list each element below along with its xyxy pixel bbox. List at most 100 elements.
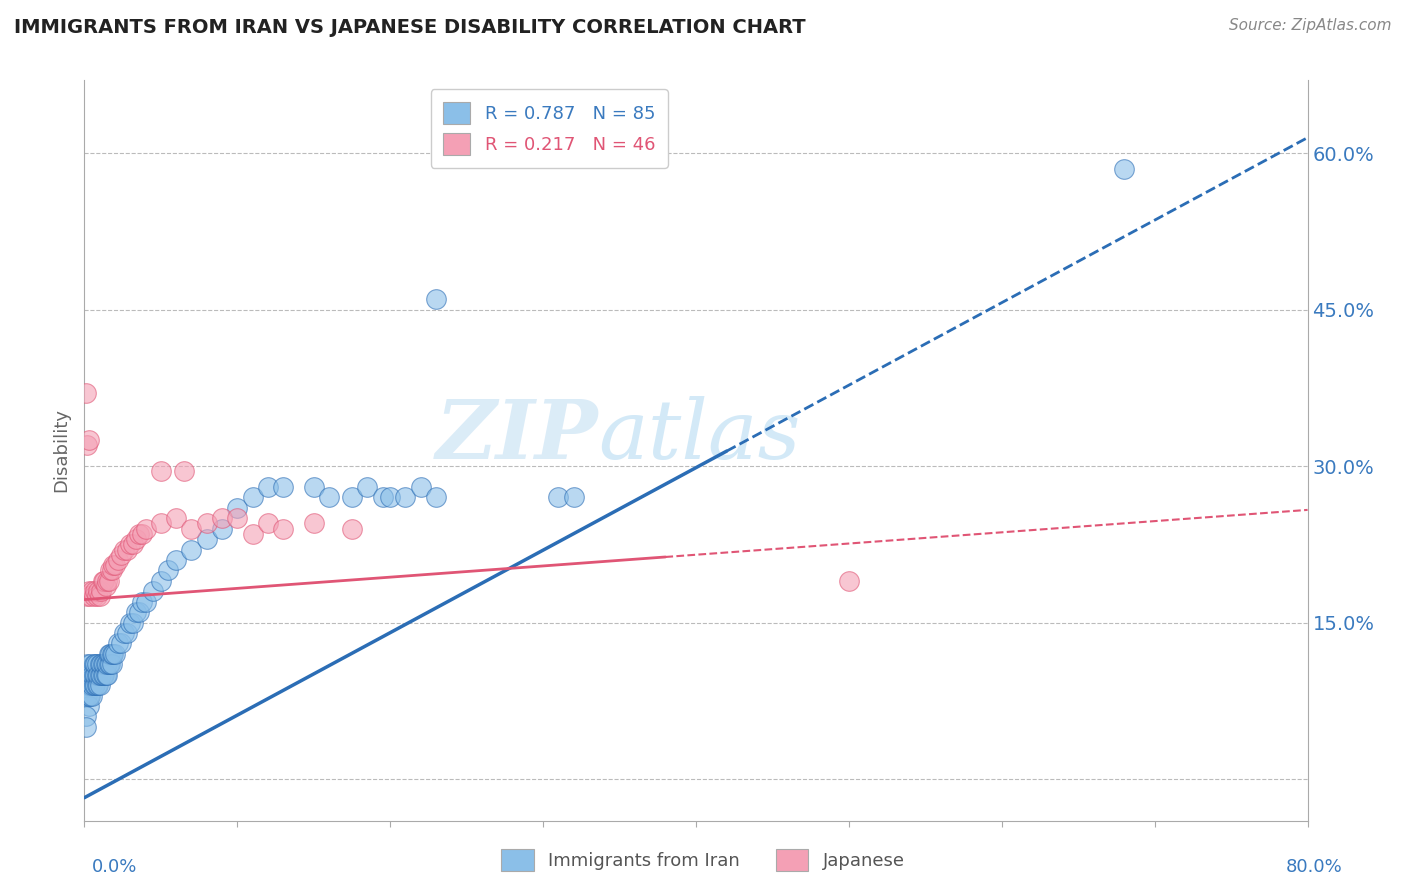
Point [142, 584, 165, 599]
Point [394, 491, 416, 505]
Point [115, 626, 138, 640]
Point [562, 491, 585, 505]
Point [409, 480, 432, 494]
Point [104, 558, 127, 573]
Point [135, 595, 157, 609]
Point [157, 563, 180, 577]
Point [87, 584, 110, 599]
Point [110, 548, 132, 562]
Point [242, 491, 264, 505]
Legend: Immigrants from Iran, Japanese: Immigrants from Iran, Japanese [494, 842, 912, 879]
Point [98, 657, 121, 672]
Point [79, 678, 101, 692]
Point [211, 511, 233, 525]
Point [103, 558, 125, 573]
Point [77, 433, 100, 447]
Point [104, 647, 127, 661]
Point [96, 574, 118, 588]
Point [318, 491, 340, 505]
Point [107, 636, 129, 650]
Point [77, 678, 100, 692]
Point [75, 386, 97, 401]
Point [93, 574, 115, 588]
Point [84, 657, 107, 672]
Point [94, 579, 117, 593]
Point [75, 720, 97, 734]
Point [340, 522, 363, 536]
Point [80, 584, 103, 599]
Point [103, 647, 125, 661]
Text: 80.0%: 80.0% [1286, 858, 1343, 876]
Point [180, 522, 202, 536]
Point [97, 657, 120, 672]
Point [87, 667, 110, 681]
Point [149, 574, 172, 588]
Point [257, 516, 280, 531]
Point [128, 527, 150, 541]
Point [110, 636, 132, 650]
Point [302, 480, 325, 494]
Point [165, 553, 187, 567]
Text: IMMIGRANTS FROM IRAN VS JAPANESE DISABILITY CORRELATION CHART: IMMIGRANTS FROM IRAN VS JAPANESE DISABIL… [14, 18, 806, 37]
Point [91, 657, 114, 672]
Point [83, 678, 105, 692]
Point [149, 464, 172, 478]
Point [340, 491, 363, 505]
Point [93, 667, 115, 681]
Point [120, 537, 142, 551]
Point [112, 542, 135, 557]
Text: 0.0%: 0.0% [91, 858, 136, 876]
Point [83, 657, 105, 672]
Y-axis label: Disability: Disability [52, 409, 70, 492]
Point [135, 522, 157, 536]
Point [84, 678, 107, 692]
Point [76, 657, 98, 672]
Point [83, 667, 105, 681]
Point [76, 590, 98, 604]
Point [257, 480, 280, 494]
Point [76, 438, 98, 452]
Point [226, 511, 249, 525]
Point [83, 590, 105, 604]
Point [173, 464, 195, 478]
Point [195, 516, 218, 531]
Point [1114, 161, 1136, 176]
Point [356, 480, 378, 494]
Point [76, 667, 98, 681]
Point [125, 605, 148, 619]
Point [271, 480, 294, 494]
Point [90, 584, 112, 599]
Point [80, 667, 103, 681]
Point [101, 563, 124, 577]
Text: Source: ZipAtlas.com: Source: ZipAtlas.com [1229, 18, 1392, 33]
Point [302, 516, 325, 531]
Point [89, 678, 111, 692]
Point [97, 647, 120, 661]
Point [91, 667, 114, 681]
Point [131, 527, 153, 541]
Point [226, 500, 249, 515]
Point [86, 678, 108, 692]
Point [79, 590, 101, 604]
Point [79, 657, 101, 672]
Point [94, 657, 117, 672]
Point [371, 491, 394, 505]
Point [131, 595, 153, 609]
Point [98, 563, 121, 577]
Point [107, 553, 129, 567]
Point [77, 698, 100, 713]
Point [195, 532, 218, 546]
Point [122, 615, 145, 630]
Point [165, 511, 187, 525]
Point [547, 491, 569, 505]
Point [128, 605, 150, 619]
Point [91, 574, 114, 588]
Point [75, 678, 97, 692]
Point [425, 292, 447, 306]
Point [89, 667, 111, 681]
Point [79, 667, 101, 681]
Point [122, 537, 145, 551]
Point [75, 667, 97, 681]
Point [838, 574, 860, 588]
Point [89, 657, 111, 672]
